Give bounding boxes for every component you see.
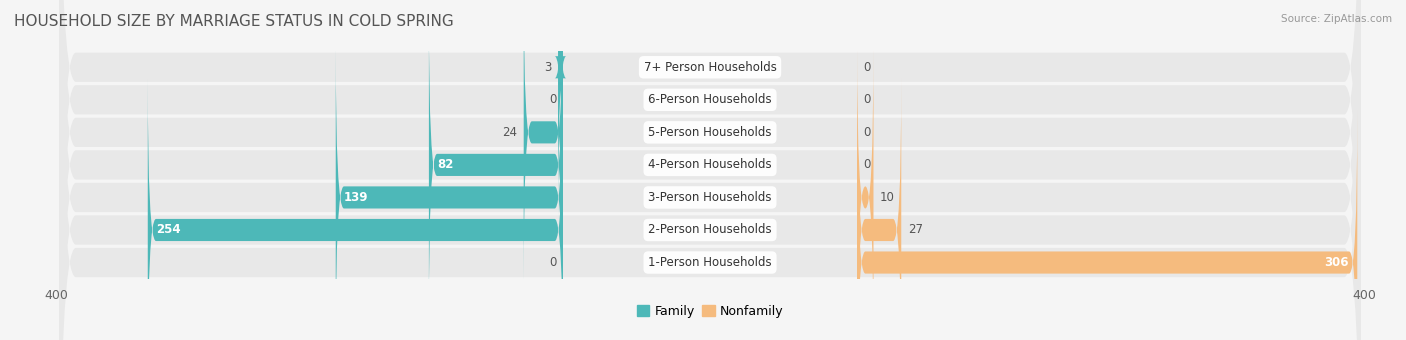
Text: 306: 306 xyxy=(1324,256,1350,269)
FancyBboxPatch shape xyxy=(858,46,873,340)
Text: 0: 0 xyxy=(548,256,557,269)
Text: 10: 10 xyxy=(880,191,894,204)
Text: 7+ Person Households: 7+ Person Households xyxy=(644,61,776,74)
Text: 254: 254 xyxy=(156,223,180,237)
FancyBboxPatch shape xyxy=(555,0,567,219)
FancyBboxPatch shape xyxy=(59,0,1361,340)
Text: 6-Person Households: 6-Person Households xyxy=(648,93,772,106)
Text: 24: 24 xyxy=(502,126,517,139)
FancyBboxPatch shape xyxy=(59,0,1361,340)
Text: 2-Person Households: 2-Person Households xyxy=(648,223,772,237)
Text: HOUSEHOLD SIZE BY MARRIAGE STATUS IN COLD SPRING: HOUSEHOLD SIZE BY MARRIAGE STATUS IN COL… xyxy=(14,14,454,29)
Text: Source: ZipAtlas.com: Source: ZipAtlas.com xyxy=(1281,14,1392,23)
FancyBboxPatch shape xyxy=(59,0,1361,340)
Text: 4-Person Households: 4-Person Households xyxy=(648,158,772,171)
Text: 0: 0 xyxy=(863,158,872,171)
FancyBboxPatch shape xyxy=(858,78,901,340)
Text: 3: 3 xyxy=(544,61,551,74)
FancyBboxPatch shape xyxy=(429,13,562,317)
FancyBboxPatch shape xyxy=(148,78,562,340)
FancyBboxPatch shape xyxy=(523,0,562,284)
Text: 3-Person Households: 3-Person Households xyxy=(648,191,772,204)
FancyBboxPatch shape xyxy=(59,0,1361,340)
Text: 5-Person Households: 5-Person Households xyxy=(648,126,772,139)
Text: 0: 0 xyxy=(863,61,872,74)
FancyBboxPatch shape xyxy=(59,0,1361,340)
Text: 1-Person Households: 1-Person Households xyxy=(648,256,772,269)
Text: 27: 27 xyxy=(908,223,922,237)
Text: 139: 139 xyxy=(344,191,368,204)
FancyBboxPatch shape xyxy=(59,0,1361,340)
FancyBboxPatch shape xyxy=(858,111,1357,340)
FancyBboxPatch shape xyxy=(59,0,1361,340)
Text: 82: 82 xyxy=(437,158,454,171)
FancyBboxPatch shape xyxy=(336,46,562,340)
Text: 0: 0 xyxy=(863,126,872,139)
Text: 0: 0 xyxy=(548,93,557,106)
Legend: Family, Nonfamily: Family, Nonfamily xyxy=(631,300,789,323)
Text: 0: 0 xyxy=(863,93,872,106)
